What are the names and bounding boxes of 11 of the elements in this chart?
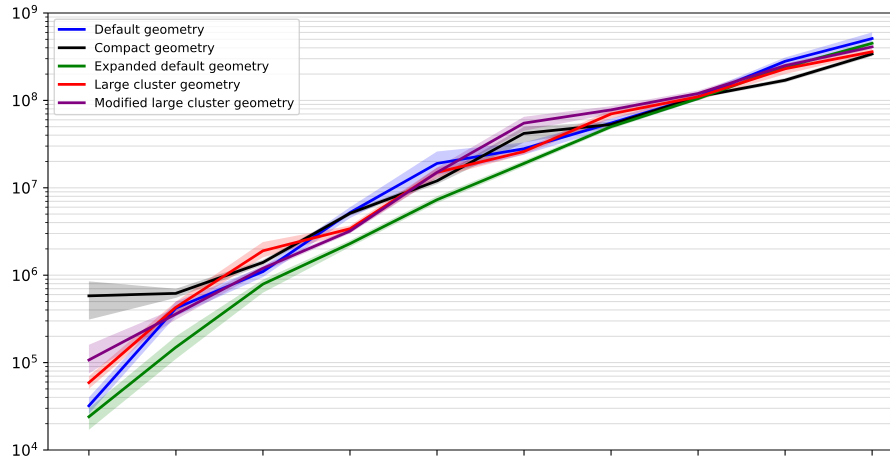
y-tick-label: 10$^{6}$: [13, 267, 38, 282]
y-tick-label: 10$^{5}$: [13, 354, 37, 369]
legend-label: Default geometry: [95, 24, 204, 36]
y-tick-label: 10$^{9}$: [13, 4, 38, 19]
y-tick-label: 10$^{4}$: [13, 442, 38, 456]
y-tick-label: 10$^{8}$: [13, 92, 38, 106]
legend-label: Large cluster geometry: [95, 79, 240, 92]
y-tick-label: 10$^{7}$: [13, 180, 37, 194]
legend-label: Expanded default geometry: [95, 60, 269, 74]
legend-label: Compact geometry: [94, 42, 214, 55]
legend-label: Modified large cluster geometry: [95, 98, 294, 110]
